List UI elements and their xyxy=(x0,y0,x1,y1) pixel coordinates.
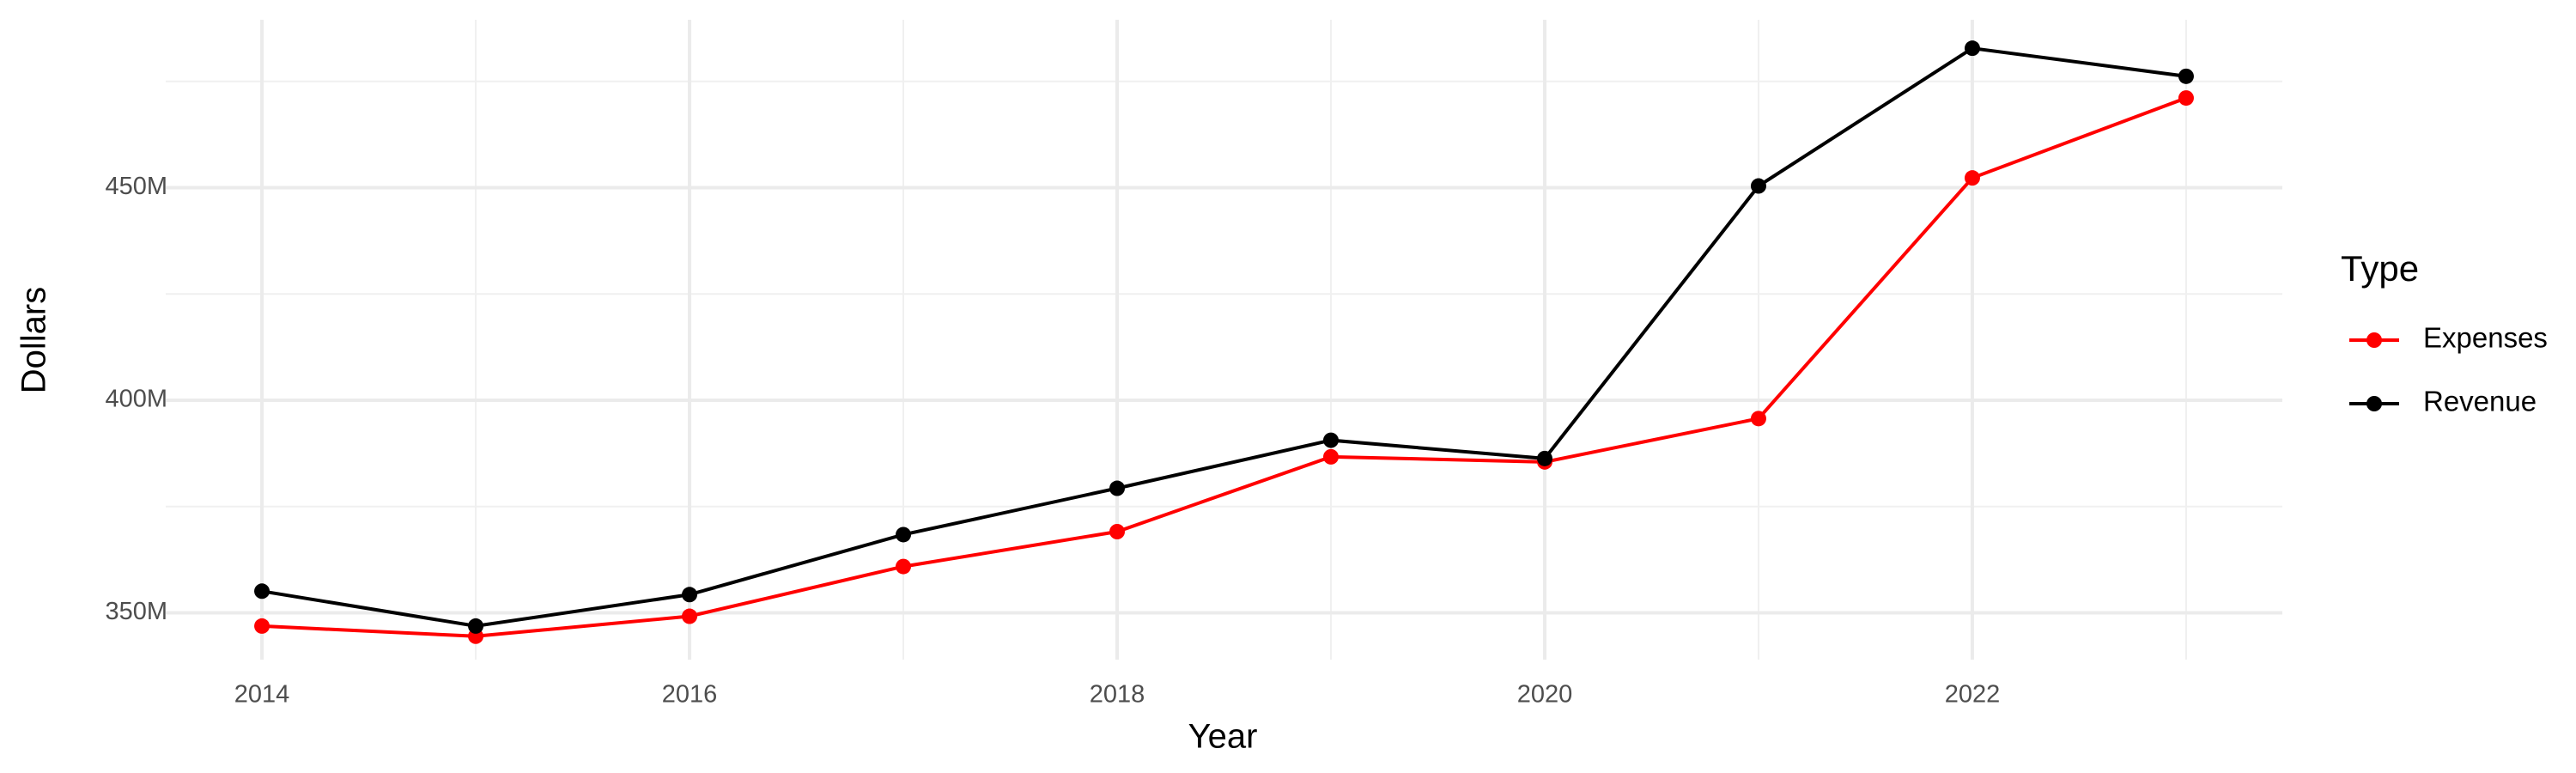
data-point xyxy=(2178,90,2194,107)
legend-key-point xyxy=(2366,396,2382,411)
legend-key-point xyxy=(2366,332,2382,348)
data-point xyxy=(254,618,270,634)
x-tick-label: 2018 xyxy=(1090,681,1145,709)
x-tick-label: 2014 xyxy=(234,681,290,709)
x-axis-title: Year xyxy=(1188,718,1258,756)
data-point xyxy=(1322,448,1339,465)
data-point xyxy=(682,608,698,624)
series-line xyxy=(261,46,2187,628)
data-point xyxy=(896,558,912,575)
x-tick-label: 2022 xyxy=(1945,681,2001,709)
grid xyxy=(166,20,2282,660)
data-point xyxy=(2178,68,2194,84)
series-line xyxy=(261,96,2187,638)
y-tick-label: 350M xyxy=(105,598,167,625)
data-point xyxy=(1750,411,1766,427)
data-point xyxy=(682,587,698,603)
data-point xyxy=(1322,432,1339,448)
x-tick-label: 2020 xyxy=(1517,681,1573,709)
data-point xyxy=(1964,40,1980,57)
y-tick-label: 450M xyxy=(105,173,167,200)
data-point xyxy=(1964,170,1980,186)
data-point xyxy=(896,526,912,543)
legend-title: Type xyxy=(2341,248,2419,289)
data-point xyxy=(1536,450,1552,466)
plot-area xyxy=(254,40,2194,644)
data-point xyxy=(1750,178,1766,194)
legend-label: Expenses xyxy=(2423,322,2548,354)
y-axis-title: Dollars xyxy=(15,287,53,393)
data-point xyxy=(1109,524,1126,539)
data-point xyxy=(1109,480,1126,496)
data-point xyxy=(468,618,484,634)
y-tick-label: 400M xyxy=(105,386,167,413)
legend-label: Revenue xyxy=(2423,386,2537,417)
x-tick-label: 2016 xyxy=(662,681,718,709)
data-point xyxy=(254,583,270,600)
